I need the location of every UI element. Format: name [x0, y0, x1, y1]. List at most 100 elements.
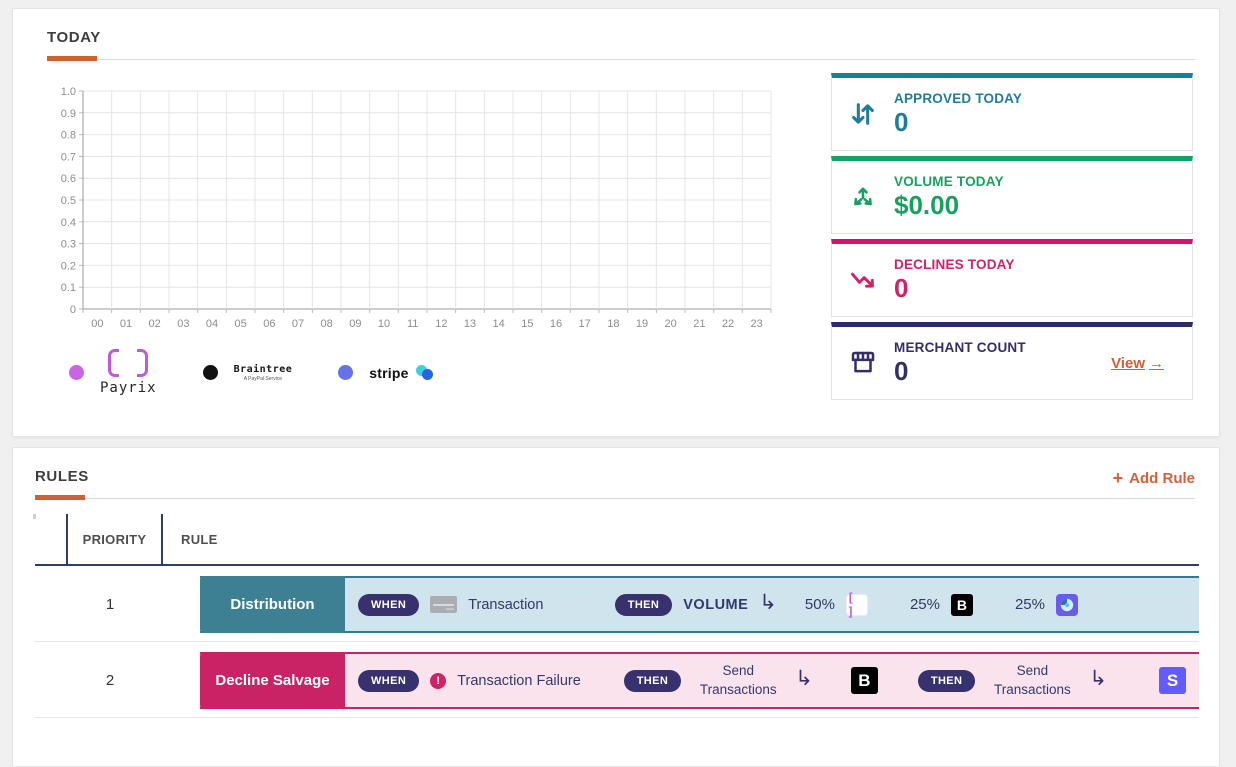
svg-text:16: 16	[550, 318, 562, 330]
stat-label: DECLINES TODAY	[894, 256, 1015, 272]
stat-card-declines-today: DECLINES TODAY 0	[831, 239, 1193, 317]
rule-priority: 2	[105, 672, 115, 689]
stripe-legend-dot	[338, 365, 354, 380]
when-condition-label: Transaction Failure	[457, 672, 581, 689]
today-card: TODAY 1.0 0.9 0.8 0.7 0.6 0.5 0.4 0.3 0.2 0.1 0 00 0…	[12, 8, 1220, 437]
svg-text:23: 23	[751, 318, 763, 330]
svg-text:17: 17	[579, 318, 591, 330]
rules-title-underline	[35, 495, 1195, 500]
legend-item-braintree[interactable]: Braintree A PayPal Service	[202, 364, 293, 382]
stripe-circle-icon	[1056, 593, 1078, 616]
then-action-label: VOLUME	[683, 596, 749, 613]
then-pill: THEN	[614, 593, 673, 616]
rule-priority: 1	[105, 596, 115, 613]
svg-text:02: 02	[149, 318, 161, 330]
row-divider	[35, 717, 1199, 718]
alert-icon: !	[430, 672, 447, 689]
row-divider	[35, 641, 1199, 642]
then-pill: THEN	[917, 669, 976, 692]
payrix-brackets-icon	[108, 349, 149, 377]
split-percent: 25%	[1014, 596, 1045, 613]
stat-card-approved-today: APPROVED TODAY 0	[831, 73, 1193, 151]
rule-band: Distribution WHEN Transaction THEN VOLUM…	[200, 576, 1199, 633]
svg-text:0.5: 0.5	[61, 195, 76, 207]
payrix-mini-icon: [ ]	[845, 591, 868, 619]
svg-text:22: 22	[722, 318, 734, 330]
svg-text:06: 06	[263, 318, 275, 330]
today-title-underline	[47, 56, 1195, 61]
then-action-label: Send Transactions	[699, 663, 777, 697]
svg-text:05: 05	[235, 318, 247, 330]
stat-value: 0	[894, 272, 909, 303]
stat-value: 0	[894, 355, 909, 386]
svg-text:0.4: 0.4	[61, 217, 76, 229]
stat-label: VOLUME TODAY	[894, 173, 1004, 189]
svg-text:20: 20	[665, 318, 677, 330]
view-merchants-link[interactable]: View →	[1111, 354, 1164, 372]
plus-icon: +	[1112, 468, 1124, 488]
svg-text:1.0: 1.0	[61, 86, 76, 98]
svg-text:21: 21	[693, 318, 705, 330]
legend-item-payrix[interactable]: Payrix	[69, 349, 157, 396]
arrows-down-up-icon	[832, 100, 894, 128]
when-pill: WHEN	[358, 593, 420, 616]
stat-card-volume-today: VOLUME TODAY $0.00	[831, 156, 1193, 234]
svg-text:0.3: 0.3	[61, 239, 76, 251]
svg-text:19: 19	[636, 318, 648, 330]
column-header-blank	[35, 514, 68, 564]
svg-text:08: 08	[321, 318, 333, 330]
legend-item-stripe[interactable]: stripe	[338, 364, 434, 381]
trend-down-icon	[832, 266, 894, 294]
today-title: TODAY	[47, 29, 101, 46]
svg-text:07: 07	[292, 318, 304, 330]
svg-text:01: 01	[120, 318, 132, 330]
rule-name-badge: Distribution	[200, 576, 345, 633]
branch-arrow-icon: ↳	[759, 591, 777, 614]
stat-value: 0	[894, 106, 909, 137]
svg-text:10: 10	[378, 318, 390, 330]
when-pill: WHEN	[358, 669, 420, 692]
column-header-rule: RULE	[181, 531, 218, 547]
rule-name-badge: Decline Salvage	[200, 652, 345, 709]
svg-text:18: 18	[607, 318, 619, 330]
svg-text:14: 14	[493, 318, 505, 330]
stat-label: APPROVED TODAY	[894, 90, 1023, 106]
add-rule-button[interactable]: + Add Rule	[1112, 468, 1195, 488]
braintree-mini-icon: B	[850, 667, 878, 694]
rule-row-distribution[interactable]: 1 Distribution WHEN Transaction THEN VOL…	[35, 566, 1199, 641]
then-action-label: Send Transactions	[994, 663, 1071, 697]
svg-text:0.7: 0.7	[61, 151, 76, 163]
svg-text:15: 15	[521, 318, 533, 330]
rule-row-decline-salvage[interactable]: 2 Decline Salvage WHEN ! Transaction Fai…	[35, 642, 1199, 717]
chart-legend: Payrix Braintree A PayPal Service stripe	[69, 349, 817, 396]
svg-text:0.8: 0.8	[61, 130, 76, 142]
storefront-icon	[832, 348, 894, 378]
stripe-circles-icon	[415, 364, 434, 381]
stat-label: MERCHANT COUNT	[894, 339, 1026, 355]
rules-table: PRIORITY RULE 1 Distribution WHEN Transa…	[33, 514, 1199, 718]
header-artifact	[33, 514, 36, 519]
column-header-priority: PRIORITY	[68, 514, 163, 564]
svg-text:0: 0	[70, 304, 76, 316]
split-percent: 50%	[804, 596, 835, 613]
arrow-right-icon: →	[1149, 354, 1164, 372]
rules-title: RULES	[35, 468, 89, 485]
svg-text:11: 11	[407, 318, 418, 330]
stripe-mini-icon: S	[1159, 667, 1186, 694]
svg-text:0.1: 0.1	[61, 282, 76, 294]
credit-card-icon	[430, 596, 458, 613]
svg-text:00: 00	[91, 318, 103, 330]
rules-card: RULES + Add Rule PRIORITY RULE 1 Distrib…	[12, 447, 1220, 767]
svg-text:03: 03	[177, 318, 189, 330]
braintree-legend-dot	[202, 365, 218, 380]
svg-text:12: 12	[435, 318, 447, 330]
payrix-logo: Payrix	[100, 349, 157, 396]
stripe-logo: stripe	[369, 364, 434, 381]
arrows-spread-icon	[832, 183, 894, 211]
rules-table-header: PRIORITY RULE	[33, 514, 1199, 566]
svg-text:09: 09	[349, 318, 361, 330]
svg-text:0.9: 0.9	[61, 108, 76, 120]
stat-card-merchant-count: MERCHANT COUNT 0 View →	[831, 322, 1193, 400]
svg-text:0.6: 0.6	[61, 173, 76, 185]
